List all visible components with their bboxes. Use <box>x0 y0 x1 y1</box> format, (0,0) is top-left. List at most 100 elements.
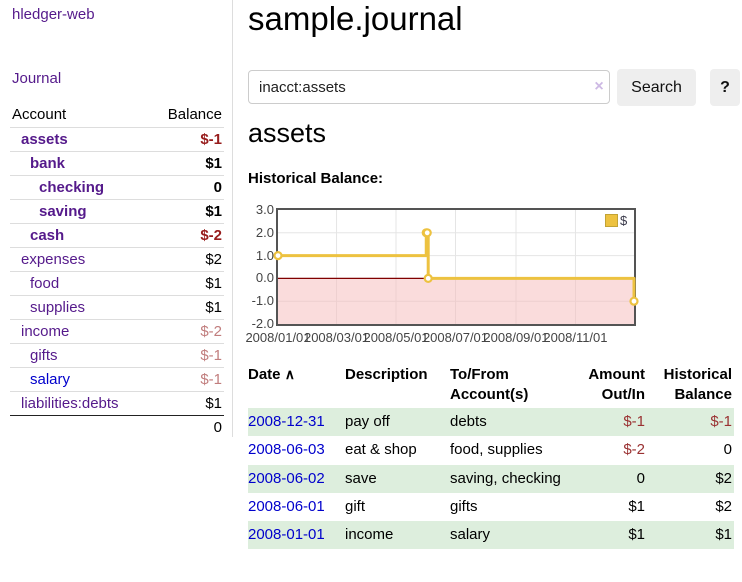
account-row: salary $-1 <box>10 367 224 392</box>
account-balance: $-2 <box>149 223 224 248</box>
account-link[interactable]: bank <box>30 155 66 172</box>
clear-search-icon[interactable]: × <box>594 78 604 95</box>
account-balance: 0 <box>149 175 224 200</box>
account-link[interactable]: supplies <box>30 299 86 316</box>
accounts-table-header: Account Balance <box>10 102 224 128</box>
register-row[interactable]: 2008-12-31 pay off debts $-1 $-1 <box>248 408 734 437</box>
transaction-amount: $1 <box>628 526 645 543</box>
register-row[interactable]: 2008-06-01 gift gifts $1 $2 <box>248 493 734 521</box>
register-table: Date ∧ Description To/From Account(s) Am… <box>248 363 734 550</box>
account-row: checking 0 <box>10 175 224 200</box>
account-row: income $-2 <box>10 319 224 344</box>
transaction-date-link[interactable]: 2008-06-03 <box>248 441 325 459</box>
account-link[interactable]: expenses <box>21 251 86 268</box>
account-link[interactable]: saving <box>39 203 87 220</box>
sidebar: hledger-web Journal Account Balance asse… <box>0 0 233 439</box>
transaction-balance: $2 <box>715 469 732 487</box>
help-button[interactable]: ? <box>710 69 740 106</box>
account-link[interactable]: food <box>30 275 60 292</box>
x-axis-tick-label: 2008/11/01 <box>543 330 608 345</box>
x-axis-tick-label: 2008/01/01 <box>245 330 311 345</box>
account-link[interactable]: salary <box>30 371 71 388</box>
account-link[interactable]: income <box>21 323 70 340</box>
account-balance: $-1 <box>149 343 224 368</box>
transaction-date-link[interactable]: 2008-06-02 <box>248 469 325 487</box>
transaction-description: save <box>345 469 377 487</box>
account-row: food $1 <box>10 271 224 296</box>
transaction-balance: 0 <box>723 441 732 459</box>
transaction-date-link[interactable]: 2008-06-01 <box>248 497 325 515</box>
amount-column-header: Amount Out/In <box>588 366 645 403</box>
y-axis-tick-label: 3.0 <box>255 202 274 217</box>
x-axis-tick-label: 2008/03/01 <box>303 330 370 345</box>
account-balance: $-2 <box>149 319 224 344</box>
transaction-date-link[interactable]: 2008-01-01 <box>248 526 325 543</box>
accounts-total-row: 0 <box>10 415 224 439</box>
account-balance: $1 <box>149 151 224 176</box>
accounts-balance-table: Account Balance assets $-1 bank $1 checking 0… <box>10 102 224 439</box>
transaction-description: income <box>345 526 394 543</box>
transaction-description: gift <box>345 497 366 515</box>
account-heading: assets <box>248 118 327 148</box>
account-link[interactable]: liabilities:debts <box>21 395 119 412</box>
account-link[interactable]: checking <box>39 179 105 196</box>
accounts-total-value: 0 <box>149 415 224 439</box>
transaction-date-link[interactable]: 2008-12-31 <box>248 413 325 430</box>
description-column-header: Description <box>345 366 428 383</box>
search-button[interactable]: Search <box>617 69 696 106</box>
account-balance: $-1 <box>200 131 222 148</box>
account-balance: $-1 <box>149 367 224 392</box>
transaction-balance: $1 <box>715 526 732 543</box>
nav-journal-link[interactable]: Journal <box>12 70 62 87</box>
y-axis-tick-label: 2.0 <box>255 224 274 240</box>
search-input[interactable] <box>248 70 610 104</box>
accounts-column-header: To/From Account(s) <box>450 366 529 403</box>
total-spacer <box>10 415 150 439</box>
transaction-description: eat & shop <box>345 441 417 459</box>
transaction-accounts: salary <box>450 526 491 543</box>
account-row: gifts $-1 <box>10 343 224 368</box>
x-axis-tick-label: 2008/07/01 <box>422 330 489 345</box>
chart-title: Historical Balance: <box>248 170 384 187</box>
legend-series-label: $ <box>620 213 628 228</box>
account-balance: $1 <box>149 199 224 224</box>
y-axis-tick-label: -1.0 <box>251 293 274 309</box>
account-link[interactable]: cash <box>30 227 65 244</box>
date-column-header[interactable]: Date ∧ <box>248 366 295 383</box>
account-row: expenses $2 <box>10 247 224 272</box>
transaction-accounts: saving, checking <box>450 469 561 487</box>
main-content: sample.journal × Search ? assets Histori… <box>245 0 740 582</box>
transaction-amount: 0 <box>636 469 645 487</box>
account-row: saving $1 <box>10 199 224 224</box>
historical-balance-chart[interactable]: 3.0 2.0 1.0 0.0 -1.0 -2.0 2008/01/01 2008/03/0… <box>245 198 734 350</box>
balance-column-header-register: Historical Balance <box>663 366 732 403</box>
chart-legend: $ <box>605 213 627 228</box>
account-row: bank $1 <box>10 151 224 176</box>
account-balance: $1 <box>149 295 224 320</box>
transaction-amount: $-1 <box>623 413 645 430</box>
y-axis-tick-label: 0.0 <box>255 270 274 286</box>
page-title: sample.journal <box>248 0 463 37</box>
account-link[interactable]: assets <box>21 131 68 148</box>
register-header-row: Date ∧ Description To/From Account(s) Am… <box>248 363 734 408</box>
account-link[interactable]: gifts <box>30 347 58 364</box>
transaction-accounts: food, supplies <box>450 441 543 459</box>
transaction-balance: $2 <box>715 497 732 515</box>
account-row: supplies $1 <box>10 295 224 320</box>
account-balance: $1 <box>149 391 224 416</box>
account-balance: $2 <box>149 247 224 272</box>
register-row[interactable]: 2008-06-03 eat & shop food, supplies $-2 0 <box>248 436 734 464</box>
register-row[interactable]: 2008-06-02 save saving, checking 0 $2 <box>248 464 734 493</box>
plot-svg <box>273 210 639 324</box>
register-row[interactable]: 2008-01-01 income salary $1 $1 <box>248 521 734 550</box>
account-row: liabilities:debts $1 <box>10 391 224 416</box>
app-title-link[interactable]: hledger-web <box>12 6 95 23</box>
transaction-accounts: debts <box>450 413 487 430</box>
transaction-amount: $1 <box>628 497 645 515</box>
transaction-balance: $-1 <box>710 413 732 430</box>
account-balance: $1 <box>149 271 224 296</box>
plot-area <box>273 208 639 326</box>
search-form: × Search ? <box>248 69 740 106</box>
x-axis-tick-label: 2008/09/01 <box>483 330 549 345</box>
x-axis-tick-label: 2008/05/01 <box>363 330 429 345</box>
